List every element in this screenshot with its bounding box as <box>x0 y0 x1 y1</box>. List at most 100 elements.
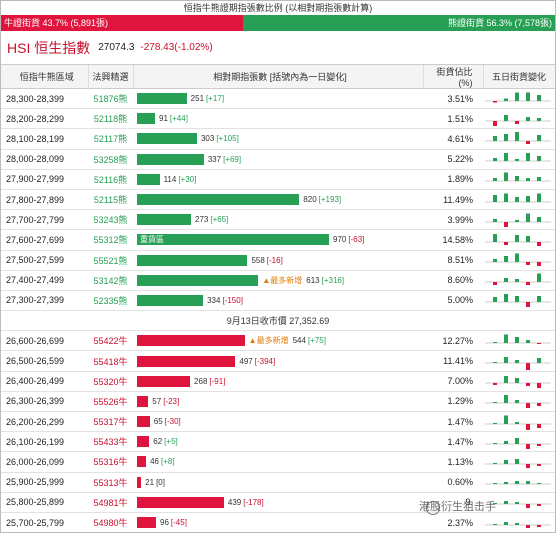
spark-cell <box>483 330 555 352</box>
spark-chart <box>485 153 551 162</box>
pct-cell: 1.51% <box>423 108 483 130</box>
bar-wrap: 337 [+69] <box>137 153 423 165</box>
pct-cell: 12.27% <box>423 330 483 352</box>
warrant-code-link[interactable]: 55317牛 <box>88 411 133 433</box>
pct-cell: 11.49% <box>423 189 483 211</box>
col-bar: 相對期指張數 [括號內為一日變化] <box>133 65 424 89</box>
bar-cell: 820 [+193] <box>133 189 423 211</box>
spark-bar <box>515 336 519 343</box>
count-bar <box>137 496 224 508</box>
index-name[interactable]: HSI 恒生指數 <box>7 39 91 56</box>
count-bar: 重貨區 <box>137 234 329 246</box>
count-value: 337 <box>207 154 222 164</box>
spark-chart <box>485 334 551 344</box>
watermark: 港股衍生狙击手 <box>419 501 496 513</box>
spark-bar <box>515 176 519 182</box>
warrant-code-link[interactable]: 55418牛 <box>88 350 133 372</box>
count-change: [-394] <box>254 356 276 366</box>
spark-bar <box>493 341 497 343</box>
spark-bar <box>526 524 530 528</box>
warrant-code-link[interactable]: 52115熊 <box>88 189 133 211</box>
spark-bar <box>504 172 508 182</box>
count-bar <box>137 93 187 105</box>
warrant-code-link[interactable]: 55526牛 <box>88 391 133 413</box>
warrant-code-link[interactable]: 52117熊 <box>88 128 133 150</box>
table-row: 27,400-27,499 53142熊 ▲最多新增 613 [+316] 8.60% <box>1 270 555 291</box>
count-change: [0] <box>156 477 165 487</box>
count-value: 251 <box>190 94 205 104</box>
count-value: 91 <box>159 114 168 124</box>
spark-bar <box>504 256 508 263</box>
spark-chart <box>485 458 551 468</box>
spark-bar <box>537 483 541 485</box>
spark-bar <box>493 503 497 505</box>
count-value: 970 <box>333 235 347 245</box>
spark-chart <box>485 114 551 126</box>
spark-bar <box>515 437 519 444</box>
spark-chart <box>485 92 551 103</box>
spark-bar <box>526 481 530 485</box>
spark-chart <box>485 395 551 409</box>
warrant-code-link[interactable]: 53243熊 <box>88 209 133 231</box>
pct-cell: 3.51% <box>423 88 483 110</box>
pct-cell: 3.99% <box>423 209 483 231</box>
spark-bar <box>493 120 497 126</box>
spark-bar <box>537 193 541 202</box>
spark-chart <box>485 357 551 371</box>
warrant-code-link[interactable]: 52335熊 <box>88 290 133 312</box>
spark-chart <box>485 193 551 202</box>
warrant-code-link[interactable]: 54981牛 <box>88 492 133 513</box>
count-value: 558 <box>251 255 265 265</box>
warrant-code-link[interactable]: 55313牛 <box>88 472 133 493</box>
table-row: 26,600-26,699 55422牛 ▲最多新增 544 [+75] 12.27% <box>1 330 555 352</box>
spark-cell <box>483 391 555 413</box>
spark-bar <box>537 156 541 162</box>
spark-bar <box>537 423 541 428</box>
bar-cell: 46 [+8] <box>133 451 423 473</box>
ratio-bear-segment <box>243 15 555 31</box>
spark-chart <box>485 481 551 485</box>
spark-bar <box>526 383 530 387</box>
bar-wrap: 65 [-30] <box>137 416 423 428</box>
warrant-code-link[interactable]: 55433牛 <box>88 431 133 453</box>
bar-cell: 558 [-16] <box>133 250 423 271</box>
spark-cell <box>483 108 555 130</box>
warrant-code-link[interactable]: 55312熊 <box>88 229 133 251</box>
table-row: 26,100-26,199 55433牛 62 [+5] 1.47% <box>1 431 555 453</box>
bar-cell: 57 [-23] <box>133 391 423 413</box>
warrant-code-link[interactable]: 55316牛 <box>88 451 133 473</box>
warrant-code-link[interactable]: 53142熊 <box>88 270 133 291</box>
warrant-code-link[interactable]: 53258熊 <box>88 149 133 170</box>
count-bar <box>137 456 147 468</box>
spark-cell <box>483 451 555 473</box>
spark-cell <box>483 350 555 372</box>
count-bar <box>137 375 191 387</box>
bar-cell: 重貨區 970 [-63] <box>133 229 423 251</box>
warrant-code-link[interactable]: 51876熊 <box>88 88 133 110</box>
spark-bar <box>515 92 519 101</box>
warrant-code-link[interactable]: 54980牛 <box>88 512 133 532</box>
spark-bar <box>537 94 541 101</box>
pct-cell: 1.47% <box>423 431 483 453</box>
warrant-code-link[interactable]: 55422牛 <box>88 330 133 352</box>
table-row: 28,200-28,299 52118熊 91 [+44] 1.51% <box>1 108 555 130</box>
pct-cell: 7.00% <box>423 371 483 392</box>
spark-cell <box>483 169 555 190</box>
spark-bar <box>537 216 541 222</box>
table-row: 26,400-26,499 55320牛 268 [-91] 7.00% <box>1 371 555 392</box>
spark-cell <box>483 290 555 312</box>
spark-cell <box>483 149 555 170</box>
spark-chart <box>485 273 551 286</box>
count-bar <box>137 194 300 206</box>
warrant-code-link[interactable]: 52116熊 <box>88 169 133 190</box>
spark-bar <box>493 383 497 386</box>
wechat-icon <box>426 501 440 515</box>
spark-chart <box>485 131 551 144</box>
warrant-code-link[interactable]: 55320牛 <box>88 371 133 392</box>
count-value: 96 <box>160 518 169 528</box>
warrant-code-link[interactable]: 52118熊 <box>88 108 133 130</box>
warrant-code-link[interactable]: 55521熊 <box>88 250 133 271</box>
col-spark: 五日街貨變化 <box>483 65 555 89</box>
bar-cell: 273 [+65] <box>133 209 423 231</box>
count-change: [-23] <box>163 396 180 406</box>
